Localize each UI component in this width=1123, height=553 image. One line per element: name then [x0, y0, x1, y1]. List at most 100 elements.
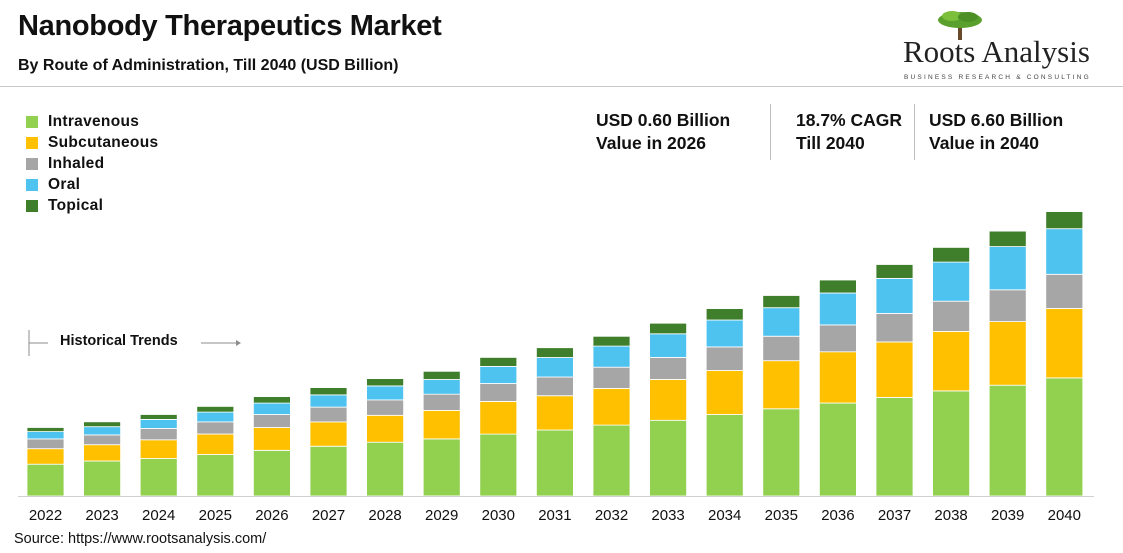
bar-segment-subcutaneous-2036 [819, 351, 857, 404]
bar-segment-topical-2033 [649, 322, 687, 335]
bar-segment-intravenous-2033 [649, 419, 687, 497]
bar-segment-subcutaneous-2035 [762, 360, 801, 410]
x-tick-label: 2031 [538, 507, 571, 524]
logo-tagline: BUSINESS RESEARCH & CONSULTING [904, 74, 1091, 81]
x-tick-label: 2030 [482, 507, 515, 524]
bar-segment-inhaled-2031 [536, 376, 574, 397]
bar-segment-subcutaneous-2034 [705, 370, 744, 415]
x-tick-label: 2025 [199, 507, 232, 524]
stat-value-2040-amount: USD 6.60 Billion [929, 110, 1064, 130]
x-tick-label: 2038 [934, 507, 967, 524]
source-note: Source: https://www.rootsanalysis.com/ [14, 531, 267, 547]
bar-segment-intravenous-2029 [422, 438, 461, 497]
bar-segment-topical-2036 [819, 279, 857, 294]
bar-segment-inhaled-2035 [762, 335, 801, 362]
bar-segment-subcutaneous-2038 [932, 330, 970, 392]
legend-item-intravenous: Intravenous [26, 111, 158, 132]
stat-value-2026: USD 0.60 Billion Value in 2026 [596, 109, 730, 155]
bar-segment-intravenous-2039 [988, 384, 1027, 497]
bar-segment-intravenous-2027 [309, 445, 348, 497]
bar-segment-oral-2024 [139, 418, 178, 429]
legend-swatch-inhaled [26, 157, 38, 170]
bar-segment-inhaled-2023 [83, 434, 121, 446]
bar-segment-topical-2029 [422, 370, 461, 380]
bar-segment-subcutaneous-2023 [83, 444, 121, 462]
x-tick-label: 2039 [991, 507, 1024, 524]
bar-segment-intravenous-2031 [536, 429, 574, 497]
stat-cagr: 18.7% CAGR Till 2040 [796, 109, 902, 155]
bar-segment-topical-2026 [252, 396, 291, 404]
x-tick-label: 2037 [878, 507, 911, 524]
bar-segment-oral-2027 [309, 394, 348, 408]
bar-segment-intravenous-2030 [479, 433, 518, 497]
bar-segment-inhaled-2040 [1045, 273, 1084, 309]
bar-segment-intravenous-2022 [26, 463, 65, 497]
chart-subtitle: By Route of Administration, Till 2040 (U… [18, 57, 399, 74]
bar-segment-intravenous-2037 [875, 396, 914, 497]
x-tick-label: 2027 [312, 507, 345, 524]
bar-segment-topical-2037 [875, 264, 914, 279]
bar-segment-intravenous-2023 [83, 460, 121, 497]
bar-segment-inhaled-2032 [592, 366, 631, 389]
bar-segment-oral-2032 [592, 345, 631, 368]
bar-segment-inhaled-2034 [705, 346, 744, 371]
bar-segment-subcutaneous-2022 [26, 448, 65, 465]
bar-segment-inhaled-2030 [479, 383, 518, 402]
legend-label-topical: Topical [48, 196, 104, 214]
bar-segment-intravenous-2024 [139, 458, 178, 497]
legend-item-subcutaneous: Subcutaneous [26, 132, 158, 153]
bar-segment-intravenous-2035 [762, 408, 801, 497]
legend-item-oral: Oral [26, 174, 158, 195]
bar-segment-topical-2038 [932, 246, 970, 263]
legend-item-topical: Topical [26, 195, 158, 216]
bar-segment-intravenous-2036 [819, 402, 857, 497]
historical-trends-label: Historical Trends [60, 333, 178, 349]
bar-segment-oral-2039 [988, 246, 1027, 291]
tree-icon [938, 11, 982, 40]
x-tick-label: 2023 [85, 507, 118, 524]
bar-segment-oral-2038 [932, 261, 970, 302]
legend-swatch-intravenous [26, 115, 38, 128]
bar-segment-topical-2030 [479, 356, 518, 367]
bar-segment-inhaled-2037 [875, 312, 914, 343]
bar-segment-intravenous-2032 [592, 424, 631, 497]
bar-segment-intravenous-2026 [252, 449, 291, 497]
stat-value-2026-label: Value in 2026 [596, 133, 706, 153]
bar-segment-oral-2026 [252, 402, 291, 415]
historical-trends-annotation: Historical Trends [28, 330, 243, 356]
bar-segment-subcutaneous-2040 [1045, 308, 1084, 379]
x-tick-label: 2028 [368, 507, 401, 524]
bar-segment-subcutaneous-2028 [366, 414, 405, 443]
bar-segment-inhaled-2024 [139, 427, 178, 441]
x-tick-label: 2034 [708, 507, 741, 524]
x-tick-label: 2029 [425, 507, 458, 524]
bar-segment-subcutaneous-2033 [649, 379, 687, 421]
legend-swatch-topical [26, 199, 38, 212]
bar-segment-subcutaneous-2025 [196, 433, 235, 455]
x-tick-label: 2035 [765, 507, 798, 524]
bar-segment-subcutaneous-2027 [309, 421, 348, 447]
bar-segment-inhaled-2026 [252, 414, 291, 428]
roots-analysis-logo: Roots Analysis BUSINESS RESEARCH & CONSU… [900, 8, 1110, 81]
legend-label-intravenous: Intravenous [48, 112, 140, 130]
historical-trends-arrow [28, 330, 241, 356]
bar-segment-inhaled-2038 [932, 300, 970, 332]
bar-segment-oral-2037 [875, 277, 914, 314]
bar-segment-subcutaneous-2031 [536, 395, 574, 431]
legend-label-subcutaneous: Subcutaneous [48, 133, 159, 151]
bar-segment-oral-2028 [366, 385, 405, 401]
bar-segment-topical-2028 [366, 378, 405, 387]
bar-segment-topical-2022 [26, 427, 65, 432]
bar-segment-oral-2031 [536, 356, 574, 378]
x-tick-label: 2040 [1048, 507, 1081, 524]
bar-segment-oral-2029 [422, 379, 461, 395]
bar-segment-oral-2033 [649, 333, 687, 358]
legend: Intravenous Subcutaneous Inhaled Oral To… [26, 111, 158, 216]
stat-divider [914, 104, 915, 160]
bar-segment-topical-2027 [309, 387, 348, 396]
bar-segment-topical-2035 [762, 295, 801, 309]
x-tick-label: 2032 [595, 507, 628, 524]
bar-segment-inhaled-2025 [196, 421, 235, 435]
legend-swatch-oral [26, 178, 38, 191]
